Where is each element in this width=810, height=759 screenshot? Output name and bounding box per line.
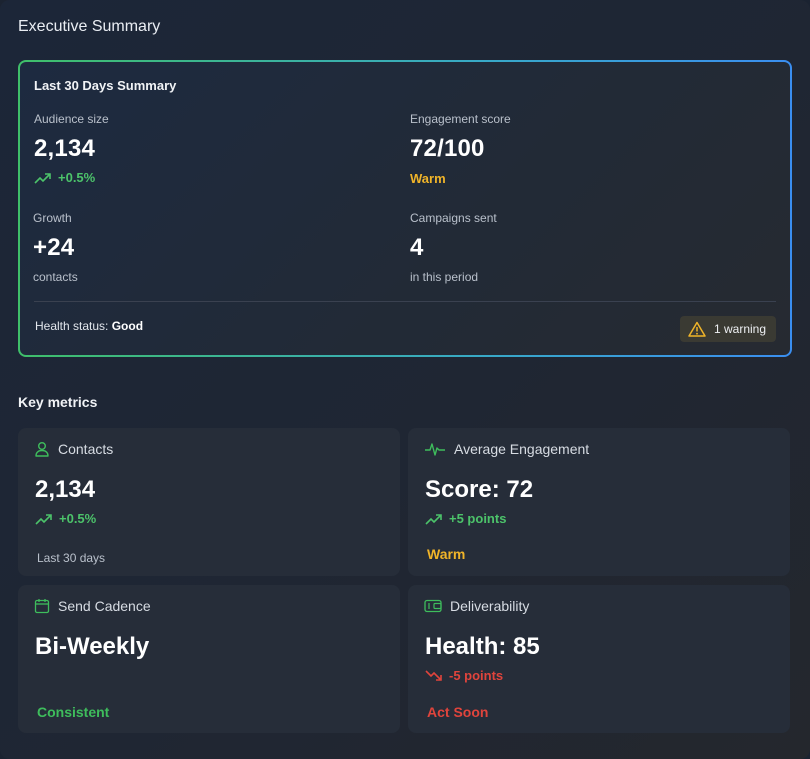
health-status-value: Good [111,319,144,333]
engagement-status: Warm [410,171,446,186]
audience-trend-value: +0.5% [58,170,96,185]
audience-label: Audience size [34,112,109,126]
contacts-card[interactable]: Contacts 2,134 +0.5% Last 30 days [18,428,400,576]
cadence-value: Bi-Weekly [35,633,150,660]
summary-divider [34,301,776,302]
trend-up-icon [425,513,442,525]
engagement-card-trend-value: +5 points [449,511,507,526]
engagement-card-title: Average Engagement [454,441,590,457]
deliverability-trend-value: -5 points [449,668,504,683]
wallet-icon [424,599,442,613]
contacts-foot: Last 30 days [37,551,106,565]
audience-value: 2,134 [34,135,96,162]
warning-badge[interactable]: 1 warning [679,316,776,342]
contacts-card-title: Contacts [58,441,114,457]
campaigns-sub: in this period [410,270,479,284]
engagement-value: 72/100 [410,135,485,162]
growth-sub: contacts [33,270,78,284]
average-engagement-card[interactable]: Average Engagement Score: 72 +5 points W… [408,428,790,576]
warning-badge-label: 1 warning [713,322,766,336]
campaigns-stat: Campaigns sent 4 in this period [410,211,497,284]
trend-down-icon [425,669,442,681]
campaigns-label: Campaigns sent [410,211,497,225]
engagement-card-trend: +5 points [425,511,506,526]
warning-triangle-icon [688,321,706,337]
engagement-label: Engagement score [410,112,511,126]
trend-up-icon [34,172,51,184]
summary-title: Last 30 Days Summary [34,78,177,93]
pulse-icon [425,443,445,456]
summary-card-body: Last 30 Days Summary Audience size 2,134… [20,62,790,355]
deliverability-card-title: Deliverability [450,598,530,614]
growth-stat: Growth +24 contacts [33,211,78,284]
audience-trend: +0.5% [34,170,109,185]
cadence-card-header: Send Cadence [34,598,151,614]
campaigns-value: 4 [410,234,424,261]
engagement-card-value: Score: 72 [425,476,534,503]
health-status-label: Health status: [35,319,109,333]
deliverability-value: Health: 85 [425,633,540,660]
page-title: Executive Summary [18,18,161,35]
deliverability-status: Act Soon [427,704,489,720]
user-icon [35,442,49,457]
contacts-trend: +0.5% [35,511,96,526]
engagement-stat: Engagement score 72/100 Warm [410,112,511,186]
engagement-card-status: Warm [427,546,466,562]
deliverability-trend: -5 points [425,668,503,683]
contacts-card-header: Contacts [34,441,113,457]
contacts-trend-value: +0.5% [59,511,97,526]
trend-up-icon [35,513,52,525]
deliverability-card[interactable]: Deliverability Health: 85 -5 points Act … [408,585,790,733]
deliverability-card-header: Deliverability [424,598,529,614]
cadence-card-title: Send Cadence [58,598,151,614]
key-metrics-title: Key metrics [18,394,98,410]
contacts-value: 2,134 [35,476,96,503]
growth-label: Growth [33,211,72,225]
send-cadence-card[interactable]: Send Cadence Bi-Weekly Consistent [18,585,400,733]
audience-stat: Audience size 2,134 +0.5% [34,112,109,185]
engagement-card-header: Average Engagement [424,441,589,457]
health-status: Health status: Good [35,319,143,333]
growth-value: +24 [33,234,75,261]
cadence-status: Consistent [37,704,110,720]
calendar-icon [34,599,50,614]
summary-card: Last 30 Days Summary Audience size 2,134… [18,60,792,357]
